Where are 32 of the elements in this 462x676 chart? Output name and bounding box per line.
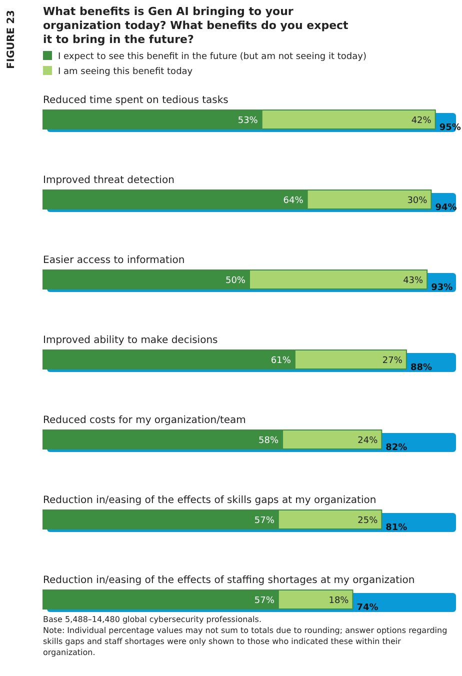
data-label: 27%: [382, 356, 403, 366]
data-label: 25%: [358, 516, 378, 526]
y-tick-label: Reduction in/easing of the effects of skills gaps at my organization: [43, 495, 376, 506]
legend-label: I expect to see this benefit in the future (but am not seeing it today): [58, 52, 366, 62]
total-label: 93%: [431, 283, 453, 293]
y-tick-label: Reduced time spent on tedious tasks: [43, 95, 228, 106]
text: Note: Individual percentage values may not sum to totals due to rounding; answer options regarding skills gaps and staff shortages were only shown to those who indicated these within their organization.: [43, 626, 448, 657]
total-label: 81%: [386, 523, 408, 533]
y-tick-label: Reduction in/easing of the effects of staffing shortages at my organization: [43, 575, 415, 586]
data-label: 43%: [403, 276, 424, 286]
total-label: 82%: [386, 443, 408, 453]
data-label: 61%: [270, 356, 292, 366]
data-label: 18%: [328, 596, 350, 606]
annotation: Base 5,488–14,480 global cybersecurity professionals.: [43, 615, 262, 624]
data-label: 57%: [254, 516, 275, 526]
y-tick-label: Improved threat detection: [43, 175, 174, 186]
data-label: 30%: [407, 196, 428, 206]
data-label: 58%: [258, 436, 279, 446]
chart-title: What benefits is Gen AI bringing to your organization today? What benefits do you expect it to bring in the future?: [43, 5, 348, 46]
data-label: 64%: [283, 196, 304, 206]
data-label: 57%: [254, 596, 275, 606]
data-label: 24%: [358, 436, 378, 446]
data-label: 50%: [225, 276, 246, 286]
data-label: 42%: [411, 116, 432, 126]
y-tick-label: Reduced costs for my organization/team: [43, 415, 246, 426]
legend-label: I am seeing this benefit today: [58, 67, 194, 77]
total-label: 88%: [410, 363, 432, 373]
total-label: 74%: [356, 603, 378, 613]
caption: FIGURE 23: [6, 10, 17, 69]
y-tick-label: Improved ability to make decisions: [43, 335, 218, 346]
y-tick-label: Easier access to information: [43, 255, 185, 266]
data-label: 53%: [238, 116, 258, 126]
